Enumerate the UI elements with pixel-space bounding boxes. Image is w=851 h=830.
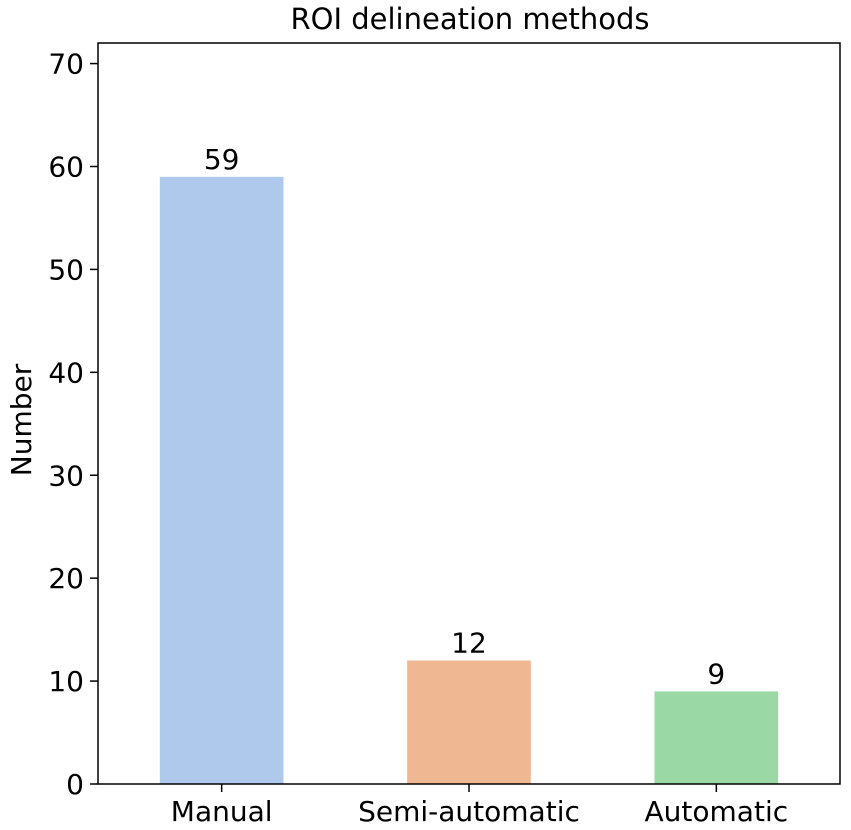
plot-frame bbox=[97, 42, 841, 785]
y-tick-label: 30 bbox=[48, 459, 84, 492]
bar bbox=[654, 691, 779, 784]
x-tick-label: Manual bbox=[171, 795, 273, 828]
y-tick-label: 50 bbox=[48, 253, 84, 286]
bars-group bbox=[159, 176, 779, 784]
y-axis-ticks: 0 10 20 30 40 50 60 70 bbox=[48, 48, 98, 801]
chart-title: ROI delineation methods bbox=[291, 2, 650, 36]
y-tick-label: 70 bbox=[48, 48, 84, 81]
y-tick-label: 10 bbox=[48, 665, 84, 698]
y-axis-label: Number bbox=[5, 363, 38, 476]
bar-value-label: 12 bbox=[451, 627, 487, 660]
bar-value-label: 9 bbox=[707, 657, 725, 690]
y-tick-label: 40 bbox=[48, 356, 84, 389]
bar-value-label: 59 bbox=[204, 143, 240, 176]
bar bbox=[159, 176, 284, 784]
y-tick-label: 20 bbox=[48, 562, 84, 595]
data-labels-group: 59 12 9 bbox=[204, 143, 725, 691]
x-tick-label: Semi-automatic bbox=[358, 795, 580, 828]
x-tick-label: Automatic bbox=[645, 795, 789, 828]
y-tick-label: 60 bbox=[48, 151, 84, 184]
y-tick-label: 0 bbox=[66, 768, 84, 801]
x-axis-ticks: Manual Semi-automatic Automatic bbox=[171, 784, 788, 828]
bar bbox=[407, 660, 531, 784]
